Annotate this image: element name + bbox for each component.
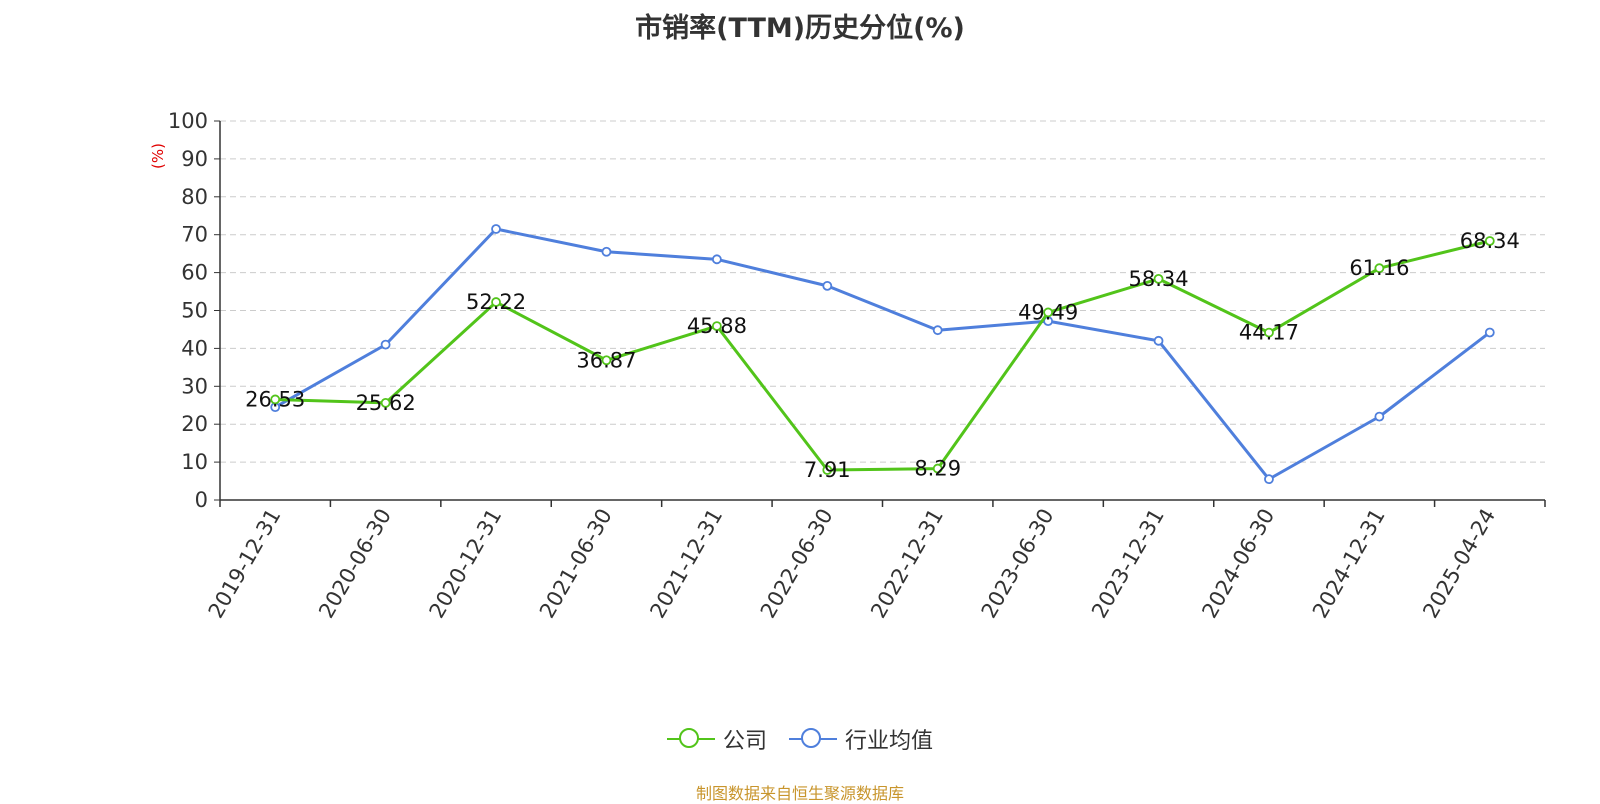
data-point-1 [1374, 411, 1385, 422]
data-point-0 [1374, 263, 1385, 274]
y-tick-label: 100 [168, 109, 208, 133]
data-label: 8.29 [914, 457, 961, 481]
y-tick-label: 80 [181, 185, 208, 209]
x-tick-label: 2023-12-31 [1087, 505, 1169, 623]
data-point-1 [491, 224, 501, 234]
y-tick-label: 90 [181, 147, 208, 171]
legend-item-industry-average[interactable]: 行业均值 [789, 723, 933, 755]
data-point-0 [1153, 273, 1164, 284]
data-label: 7.91 [804, 458, 851, 482]
legend-marker-company [666, 727, 715, 751]
legend-label-company: 公司 [722, 729, 767, 754]
data-point-0 [1043, 307, 1054, 318]
data-point-1 [601, 246, 612, 257]
data-point-1 [711, 254, 722, 265]
data-point-0 [491, 297, 501, 307]
data-point-1 [822, 280, 833, 291]
data-point-0 [270, 394, 281, 405]
legend-item-company[interactable]: 公司 [666, 723, 767, 755]
y-tick-label: 30 [181, 374, 208, 398]
data-point-1 [1264, 474, 1274, 485]
y-tick-label: 60 [181, 261, 208, 285]
data-point-0 [1484, 236, 1495, 246]
legend: 公司 行业均值 [0, 722, 1600, 756]
data-label: 52.22 [466, 290, 526, 314]
data-label: 25.62 [356, 391, 416, 415]
data-point-1 [380, 339, 391, 350]
x-tick-label: 2024-06-30 [1197, 505, 1279, 623]
data-point-1 [1153, 335, 1164, 346]
y-tick-label: 10 [181, 450, 208, 474]
data-point-0 [601, 355, 612, 366]
data-label: 68.34 [1460, 229, 1520, 253]
data-point-1 [1484, 327, 1495, 338]
data-label: 36.87 [576, 348, 636, 372]
data-source-note: 制图数据来自恒生聚源数据库 [695, 784, 904, 803]
legend-label-industry-average: 行业均值 [845, 729, 934, 754]
data-label: 58.34 [1128, 267, 1188, 291]
chart-title: 市销率(TTM)历史分位(%) [635, 13, 965, 44]
data-point-0 [1264, 327, 1274, 338]
x-tick-label: 2019-12-31 [204, 505, 286, 623]
y-tick-label: 0 [195, 488, 208, 512]
y-tick-label: 20 [181, 412, 208, 436]
x-tick-label: 2022-06-30 [756, 505, 838, 623]
data-label: 49.49 [1018, 300, 1078, 324]
data-label: 44.17 [1239, 321, 1299, 345]
series-line-0 [275, 239, 1491, 472]
x-tick-label: 2021-12-31 [645, 505, 727, 623]
x-tick-label: 2021-06-30 [535, 505, 617, 623]
legend-marker-industry-average [789, 727, 837, 751]
x-tick-label: 2024-12-31 [1308, 505, 1390, 623]
data-point-0 [932, 463, 943, 474]
data-point-0 [822, 465, 833, 475]
data-point-0 [711, 321, 722, 332]
y-tick-label: 50 [181, 299, 208, 323]
x-tick-label: 2020-12-31 [425, 504, 507, 622]
data-label: 61.16 [1349, 256, 1409, 280]
x-tick-label: 2022-12-31 [866, 504, 948, 622]
y-tick-label: 70 [181, 223, 208, 247]
x-tick-label: 2023-06-30 [977, 505, 1059, 623]
series-line-1 [274, 227, 1491, 481]
data-label: 26.53 [245, 387, 305, 411]
data-point-1 [932, 325, 943, 336]
y-axis-label: (%) [149, 143, 167, 169]
data-point-0 [380, 398, 391, 408]
y-tick-label: 40 [181, 336, 208, 360]
data-label: 45.88 [687, 314, 747, 338]
x-tick-label: 2025-04-24 [1418, 505, 1500, 623]
x-tick-label: 2020-06-30 [314, 505, 396, 623]
